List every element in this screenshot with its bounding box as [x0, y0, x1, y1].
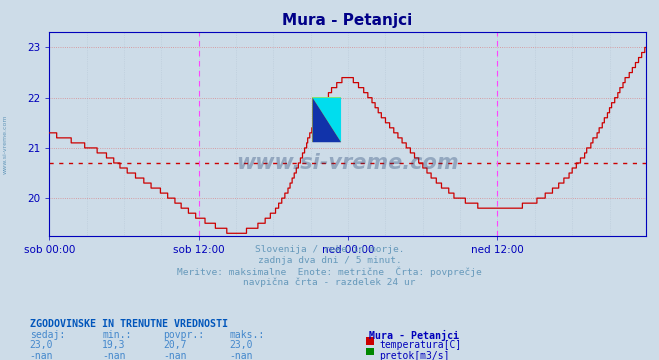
Text: 20,7: 20,7: [163, 340, 187, 350]
Text: ZGODOVINSKE IN TRENUTNE VREDNOSTI: ZGODOVINSKE IN TRENUTNE VREDNOSTI: [30, 319, 227, 329]
Title: Mura - Petanjci: Mura - Petanjci: [283, 13, 413, 28]
Text: zadnja dva dni / 5 minut.: zadnja dva dni / 5 minut.: [258, 256, 401, 265]
Polygon shape: [312, 98, 341, 142]
Text: -nan: -nan: [30, 351, 53, 360]
Text: 19,3: 19,3: [102, 340, 126, 350]
Text: Meritve: maksimalne  Enote: metrične  Črta: povprečje: Meritve: maksimalne Enote: metrične Črta…: [177, 266, 482, 277]
Text: www.si-vreme.com: www.si-vreme.com: [3, 114, 8, 174]
Text: 23,0: 23,0: [229, 340, 253, 350]
Text: -nan: -nan: [229, 351, 253, 360]
Text: povpr.:: povpr.:: [163, 330, 204, 340]
Bar: [312, 98, 341, 142]
Text: -nan: -nan: [163, 351, 187, 360]
Text: min.:: min.:: [102, 330, 132, 340]
Polygon shape: [312, 98, 341, 142]
Text: pretok[m3/s]: pretok[m3/s]: [380, 351, 450, 360]
Text: navpična črta - razdelek 24 ur: navpična črta - razdelek 24 ur: [243, 277, 416, 287]
Text: sedaj:: sedaj:: [30, 330, 65, 340]
Text: -nan: -nan: [102, 351, 126, 360]
Text: temperatura[C]: temperatura[C]: [380, 340, 462, 350]
Text: Slovenija / reke in morje.: Slovenija / reke in morje.: [255, 245, 404, 254]
Text: Mura - Petanjci: Mura - Petanjci: [369, 330, 459, 341]
Text: www.si-vreme.com: www.si-vreme.com: [237, 153, 459, 172]
Text: maks.:: maks.:: [229, 330, 264, 340]
Text: 23,0: 23,0: [30, 340, 53, 350]
